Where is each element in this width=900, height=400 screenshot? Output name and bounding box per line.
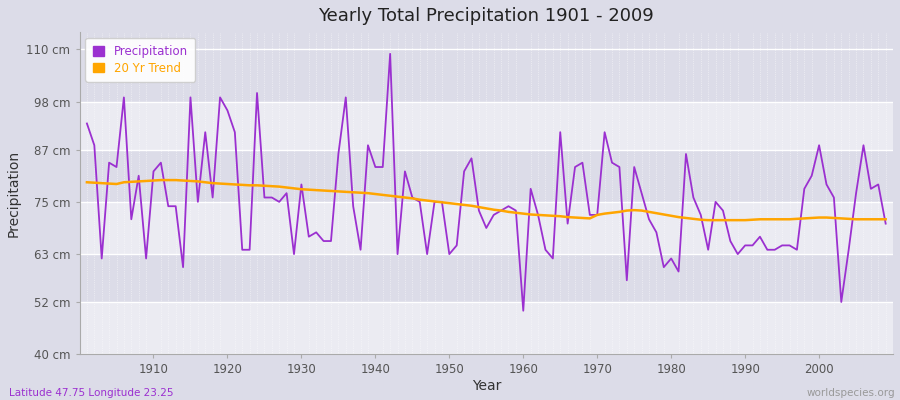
Text: Latitude 47.75 Longitude 23.25: Latitude 47.75 Longitude 23.25 bbox=[9, 388, 174, 398]
Title: Yearly Total Precipitation 1901 - 2009: Yearly Total Precipitation 1901 - 2009 bbox=[319, 7, 654, 25]
Y-axis label: Precipitation: Precipitation bbox=[7, 150, 21, 237]
Text: worldspecies.org: worldspecies.org bbox=[807, 388, 896, 398]
Bar bbox=[79, 102, 893, 150]
X-axis label: Year: Year bbox=[472, 379, 501, 393]
Legend: Precipitation, 20 Yr Trend: Precipitation, 20 Yr Trend bbox=[86, 38, 195, 82]
Bar bbox=[79, 202, 893, 254]
Bar bbox=[79, 302, 893, 354]
